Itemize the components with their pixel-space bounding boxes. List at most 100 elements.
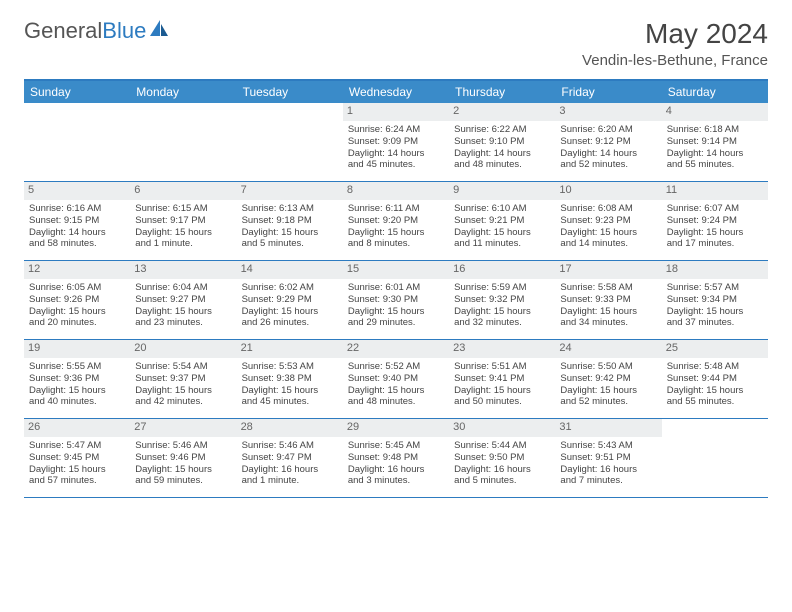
day-number: 3 (555, 103, 661, 121)
daylight-text: and 50 minutes. (454, 396, 550, 408)
week-row: 19Sunrise: 5:55 AMSunset: 9:36 PMDayligh… (24, 340, 768, 419)
day-cell: 1Sunrise: 6:24 AMSunset: 9:09 PMDaylight… (343, 103, 449, 181)
day-number: 18 (662, 261, 768, 279)
day-number: 7 (237, 182, 343, 200)
daylight-text: and 52 minutes. (560, 159, 656, 171)
sunrise-text: Sunrise: 6:05 AM (29, 282, 125, 294)
sunset-text: Sunset: 9:45 PM (29, 452, 125, 464)
sunrise-text: Sunrise: 6:01 AM (348, 282, 444, 294)
sunrise-text: Sunrise: 5:58 AM (560, 282, 656, 294)
sunset-text: Sunset: 9:38 PM (242, 373, 338, 385)
daylight-text: Daylight: 15 hours (667, 306, 763, 318)
sunrise-text: Sunrise: 5:54 AM (135, 361, 231, 373)
month-title: May 2024 (582, 18, 768, 50)
daylight-text: and 55 minutes. (667, 159, 763, 171)
day-cell: 10Sunrise: 6:08 AMSunset: 9:23 PMDayligh… (555, 182, 661, 260)
day-number: 25 (662, 340, 768, 358)
day-number: 9 (449, 182, 555, 200)
brand-logo: GeneralBlue (24, 18, 170, 44)
sunset-text: Sunset: 9:20 PM (348, 215, 444, 227)
sunrise-text: Sunrise: 5:43 AM (560, 440, 656, 452)
sunrise-text: Sunrise: 6:07 AM (667, 203, 763, 215)
day-number: 30 (449, 419, 555, 437)
day-header: Wednesday (343, 81, 449, 103)
day-cell: 14Sunrise: 6:02 AMSunset: 9:29 PMDayligh… (237, 261, 343, 339)
sunset-text: Sunset: 9:29 PM (242, 294, 338, 306)
daylight-text: and 57 minutes. (29, 475, 125, 487)
sunset-text: Sunset: 9:47 PM (242, 452, 338, 464)
day-number: 14 (237, 261, 343, 279)
day-header: Thursday (449, 81, 555, 103)
sunset-text: Sunset: 9:24 PM (667, 215, 763, 227)
daylight-text: and 55 minutes. (667, 396, 763, 408)
daylight-text: Daylight: 15 hours (348, 306, 444, 318)
daylight-text: Daylight: 15 hours (667, 227, 763, 239)
sunset-text: Sunset: 9:14 PM (667, 136, 763, 148)
day-cell (130, 103, 236, 181)
daylight-text: Daylight: 15 hours (135, 227, 231, 239)
day-header: Tuesday (237, 81, 343, 103)
day-number: 26 (24, 419, 130, 437)
sunrise-text: Sunrise: 5:47 AM (29, 440, 125, 452)
day-header: Monday (130, 81, 236, 103)
day-number: 29 (343, 419, 449, 437)
sunrise-text: Sunrise: 5:46 AM (135, 440, 231, 452)
day-cell: 5Sunrise: 6:16 AMSunset: 9:15 PMDaylight… (24, 182, 130, 260)
daylight-text: and 5 minutes. (454, 475, 550, 487)
day-number: 2 (449, 103, 555, 121)
daylight-text: Daylight: 14 hours (348, 148, 444, 160)
day-number: 27 (130, 419, 236, 437)
sunset-text: Sunset: 9:51 PM (560, 452, 656, 464)
daylight-text: Daylight: 15 hours (560, 385, 656, 397)
sunrise-text: Sunrise: 6:22 AM (454, 124, 550, 136)
day-number: 5 (24, 182, 130, 200)
daylight-text: and 59 minutes. (135, 475, 231, 487)
sunset-text: Sunset: 9:18 PM (242, 215, 338, 227)
daylight-text: and 14 minutes. (560, 238, 656, 250)
sunset-text: Sunset: 9:09 PM (348, 136, 444, 148)
daylight-text: Daylight: 15 hours (454, 306, 550, 318)
daylight-text: Daylight: 14 hours (560, 148, 656, 160)
daylight-text: and 3 minutes. (348, 475, 444, 487)
sunrise-text: Sunrise: 6:10 AM (454, 203, 550, 215)
day-cell: 19Sunrise: 5:55 AMSunset: 9:36 PMDayligh… (24, 340, 130, 418)
sunset-text: Sunset: 9:21 PM (454, 215, 550, 227)
sunrise-text: Sunrise: 5:51 AM (454, 361, 550, 373)
daylight-text: Daylight: 15 hours (135, 306, 231, 318)
weeks-container: 1Sunrise: 6:24 AMSunset: 9:09 PMDaylight… (24, 103, 768, 498)
sunrise-text: Sunrise: 6:02 AM (242, 282, 338, 294)
sunset-text: Sunset: 9:10 PM (454, 136, 550, 148)
daylight-text: and 48 minutes. (348, 396, 444, 408)
sunset-text: Sunset: 9:27 PM (135, 294, 231, 306)
sunrise-text: Sunrise: 5:59 AM (454, 282, 550, 294)
day-cell: 22Sunrise: 5:52 AMSunset: 9:40 PMDayligh… (343, 340, 449, 418)
sunset-text: Sunset: 9:40 PM (348, 373, 444, 385)
day-cell: 28Sunrise: 5:46 AMSunset: 9:47 PMDayligh… (237, 419, 343, 497)
day-number: 15 (343, 261, 449, 279)
daylight-text: Daylight: 15 hours (560, 306, 656, 318)
day-number: 13 (130, 261, 236, 279)
sunrise-text: Sunrise: 5:44 AM (454, 440, 550, 452)
daylight-text: Daylight: 15 hours (135, 464, 231, 476)
sunrise-text: Sunrise: 5:53 AM (242, 361, 338, 373)
week-row: 26 Sunrise: 5:47 AMSunset: 9:45 PM Dayligh… (24, 419, 768, 498)
day-number: 1 (343, 103, 449, 121)
day-number (237, 103, 343, 107)
sunset-text: Sunset: 9:42 PM (560, 373, 656, 385)
week-row: 5Sunrise: 6:16 AMSunset: 9:15 PMDaylight… (24, 182, 768, 261)
brand-part2: Blue (102, 18, 146, 44)
day-cell: 31Sunrise: 5:43 AMSunset: 9:51 PMDayligh… (555, 419, 661, 497)
day-cell: 2Sunrise: 6:22 AMSunset: 9:10 PMDaylight… (449, 103, 555, 181)
day-header: Friday (555, 81, 661, 103)
daylight-text: and 42 minutes. (135, 396, 231, 408)
sunrise-text: Sunrise: 6:20 AM (560, 124, 656, 136)
daylight-text: Daylight: 15 hours (348, 227, 444, 239)
sunrise-text: Sunrise: 5:48 AM (667, 361, 763, 373)
day-number: 19 (24, 340, 130, 358)
day-cell: 18Sunrise: 5:57 AMSunset: 9:34 PMDayligh… (662, 261, 768, 339)
day-cell: 9Sunrise: 6:10 AMSunset: 9:21 PMDaylight… (449, 182, 555, 260)
sunrise-text: Sunrise: 5:45 AM (348, 440, 444, 452)
title-block: May 2024 Vendin-les-Bethune, France (582, 18, 768, 69)
day-cell: 20Sunrise: 5:54 AMSunset: 9:37 PMDayligh… (130, 340, 236, 418)
sunset-text: Sunset: 9:32 PM (454, 294, 550, 306)
